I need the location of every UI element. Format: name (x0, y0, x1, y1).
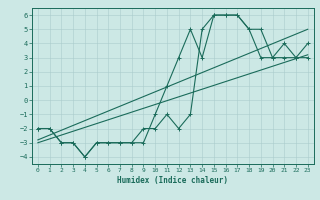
X-axis label: Humidex (Indice chaleur): Humidex (Indice chaleur) (117, 176, 228, 185)
